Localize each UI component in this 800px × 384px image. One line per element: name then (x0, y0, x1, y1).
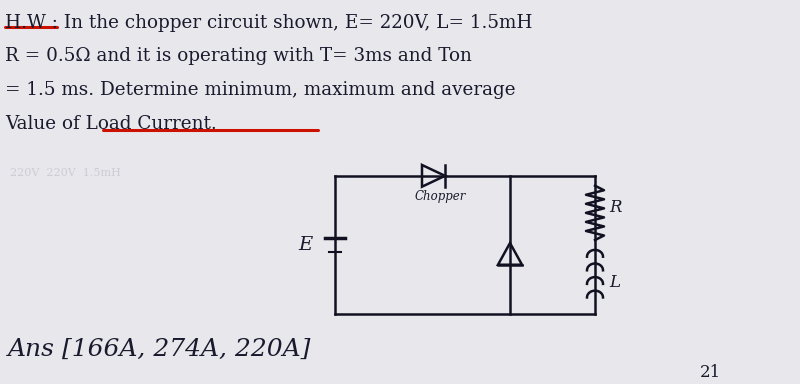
Text: Chopper: Chopper (414, 190, 466, 203)
Text: = 1.5 ms. Determine minimum, maximum and average: = 1.5 ms. Determine minimum, maximum and… (5, 81, 516, 99)
Text: H.W : In the chopper circuit shown, E= 220V, L= 1.5mH: H.W : In the chopper circuit shown, E= 2… (5, 14, 533, 32)
Text: Value of Load Current.: Value of Load Current. (5, 114, 217, 132)
Text: R: R (609, 199, 622, 217)
Text: 220V  220V  1.5mH: 220V 220V 1.5mH (10, 168, 121, 178)
Text: R = 0.5Ω and it is operating with T= 3ms and Ton: R = 0.5Ω and it is operating with T= 3ms… (5, 47, 472, 65)
Text: L: L (609, 273, 620, 291)
Text: E: E (298, 236, 313, 254)
Text: 21: 21 (700, 364, 722, 381)
Text: Ans [166A, 274A, 220A]: Ans [166A, 274A, 220A] (8, 338, 311, 361)
